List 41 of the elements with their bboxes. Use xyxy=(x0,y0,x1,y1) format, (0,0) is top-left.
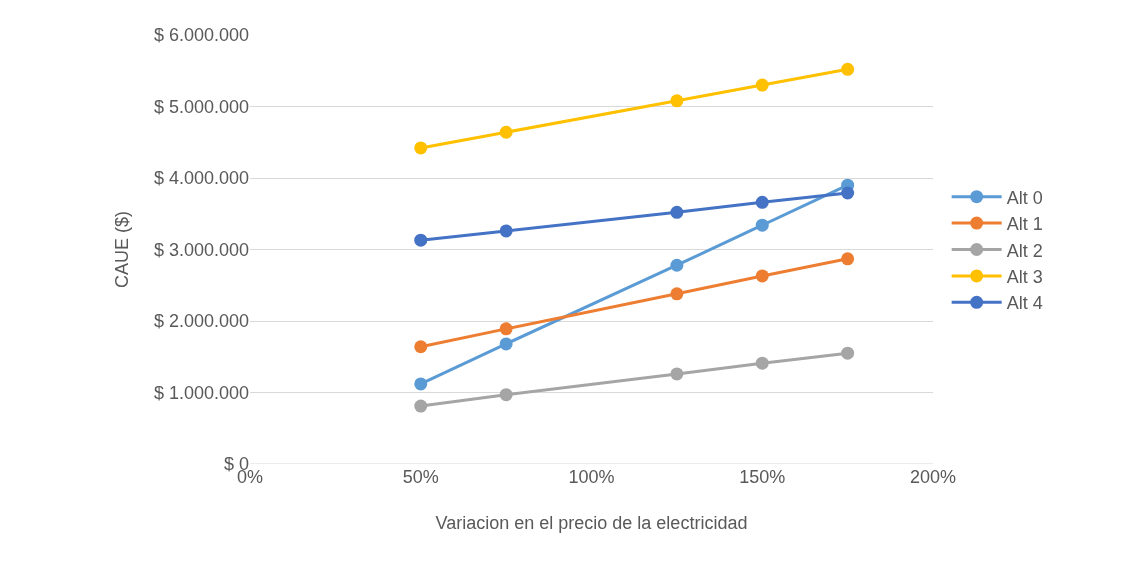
point xyxy=(755,78,769,92)
y-tick-label: $ 6.000.000 xyxy=(153,25,249,46)
point xyxy=(499,337,513,351)
point xyxy=(499,322,513,336)
legend-label: Alt 1 xyxy=(1006,214,1043,235)
point xyxy=(499,224,513,238)
point xyxy=(755,356,769,370)
point xyxy=(670,367,684,381)
point xyxy=(670,258,684,272)
point xyxy=(841,62,855,76)
x-tick-label: 100% xyxy=(568,467,615,487)
point xyxy=(841,186,855,200)
point xyxy=(670,205,684,219)
y-tick-label: $ 1.000.000 xyxy=(153,382,249,403)
point xyxy=(841,252,855,266)
point xyxy=(755,269,769,283)
x-axis-title: Variacion en el precio de la electricidad xyxy=(435,513,748,534)
x-tick-label: 50% xyxy=(402,467,439,487)
point xyxy=(755,218,769,232)
legend-label: Alt 2 xyxy=(1006,240,1043,261)
y-tick-label: $ 4.000.000 xyxy=(153,168,249,189)
y-tick-label: $ 5.000.000 xyxy=(153,96,249,117)
point xyxy=(670,287,684,301)
x-tick-label: 150% xyxy=(739,467,786,487)
point xyxy=(414,141,428,155)
x-tick-label: 200% xyxy=(909,467,957,487)
legend-label: Alt 3 xyxy=(1006,266,1043,287)
point xyxy=(414,233,428,247)
legend-label: Alt 0 xyxy=(1006,187,1043,208)
point xyxy=(670,94,684,108)
point xyxy=(414,340,428,354)
y-tick-label: $ 2.000.000 xyxy=(153,311,249,332)
y-tick-label: $ 3.000.000 xyxy=(153,239,249,260)
point xyxy=(499,388,513,402)
point xyxy=(414,377,428,391)
point xyxy=(414,399,428,413)
legend-label: Alt 4 xyxy=(1006,293,1043,314)
point xyxy=(841,346,855,360)
point xyxy=(755,195,769,209)
y-axis-title: CAUE ($) xyxy=(112,210,133,289)
point xyxy=(499,125,513,139)
